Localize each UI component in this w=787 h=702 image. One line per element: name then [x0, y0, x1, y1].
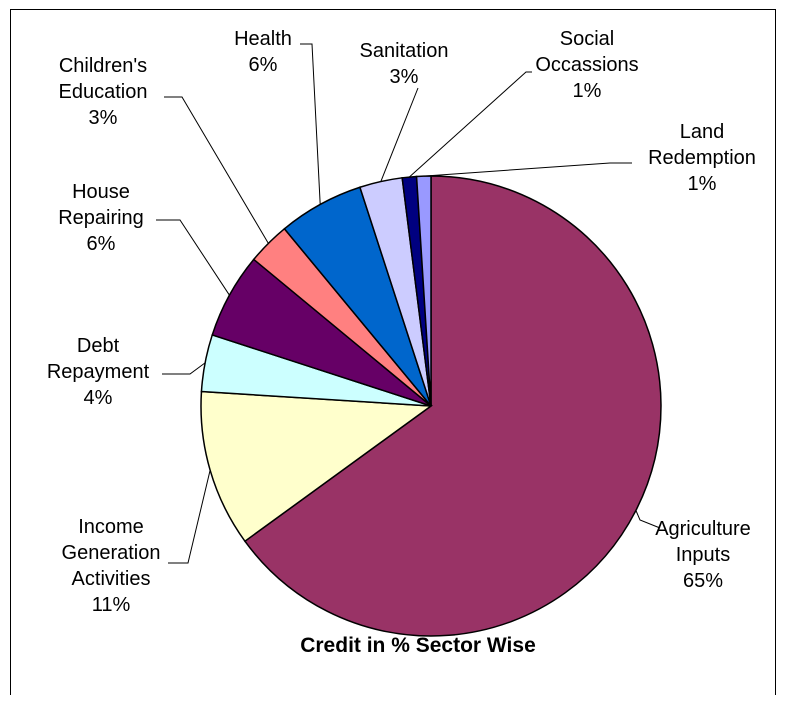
slice-label: Children's Education 3%	[59, 55, 148, 129]
slice-label: Social Occassions 1%	[535, 28, 638, 102]
leader-line	[300, 43, 321, 205]
slice-name-label: Generation	[62, 542, 161, 564]
leader-line	[423, 162, 632, 177]
slice-name-label: Land	[680, 121, 725, 143]
leader-line	[156, 219, 230, 296]
slice-value-label: 3%	[89, 107, 118, 129]
slice-value-label: 11%	[92, 594, 131, 616]
slice-value-label: 1%	[573, 80, 602, 102]
slice-value-label: 4%	[84, 387, 113, 409]
slice-name-label: Social	[560, 28, 614, 50]
leader-line	[168, 470, 211, 564]
slice-label: Land Redemption 1%	[648, 121, 756, 195]
slice-name-label: Income	[78, 516, 144, 538]
slice-value-label: 3%	[390, 66, 419, 88]
pie-slice-income-generation-activities	[200, 390, 434, 543]
leader-line	[162, 362, 206, 375]
slice-label: House Repairing 6%	[58, 181, 144, 255]
slice-name-label: Health	[234, 28, 292, 50]
slice-label: Sanitation 3%	[360, 40, 449, 88]
slice-value-label: 65%	[683, 570, 723, 592]
slice-name-label: Children's	[59, 55, 147, 77]
slice-value-label: 6%	[87, 233, 116, 255]
leader-line	[409, 71, 532, 178]
slice-value-label: 1%	[688, 173, 717, 195]
pie-slices	[200, 175, 662, 637]
chart-title: Credit in % Sector Wise	[300, 634, 536, 657]
slice-label: Agriculture Inputs 65%	[655, 518, 751, 592]
slice-labels: Agriculture Inputs 65% Income Generation Acti…	[47, 28, 756, 616]
chart-frame	[10, 9, 776, 695]
slice-label: Health 6%	[234, 28, 292, 76]
slice-label: Income Generation Activities 11%	[62, 516, 161, 616]
slice-name-label: Education	[59, 81, 148, 103]
slice-value-label: 6%	[249, 54, 278, 76]
leader-line	[380, 87, 419, 182]
slice-name-label: Sanitation	[360, 40, 449, 62]
slice-name-label: Redemption	[648, 147, 756, 169]
slice-name-label: Agriculture	[655, 518, 751, 540]
leader-line	[164, 96, 269, 244]
leader-lines	[156, 43, 661, 564]
leader-line	[635, 510, 661, 529]
pie-slice-agriculture-inputs	[243, 175, 662, 637]
slice-label: Debt Repayment 4%	[47, 335, 150, 409]
slice-name-label: Activities	[72, 568, 151, 590]
slice-name-label: Occassions	[535, 54, 638, 76]
slice-name-label: Repayment	[47, 361, 150, 383]
slice-name-label: Inputs	[676, 544, 730, 566]
slice-name-label: Repairing	[58, 207, 144, 229]
slice-name-label: Debt	[77, 335, 120, 357]
slice-name-label: House	[72, 181, 130, 203]
